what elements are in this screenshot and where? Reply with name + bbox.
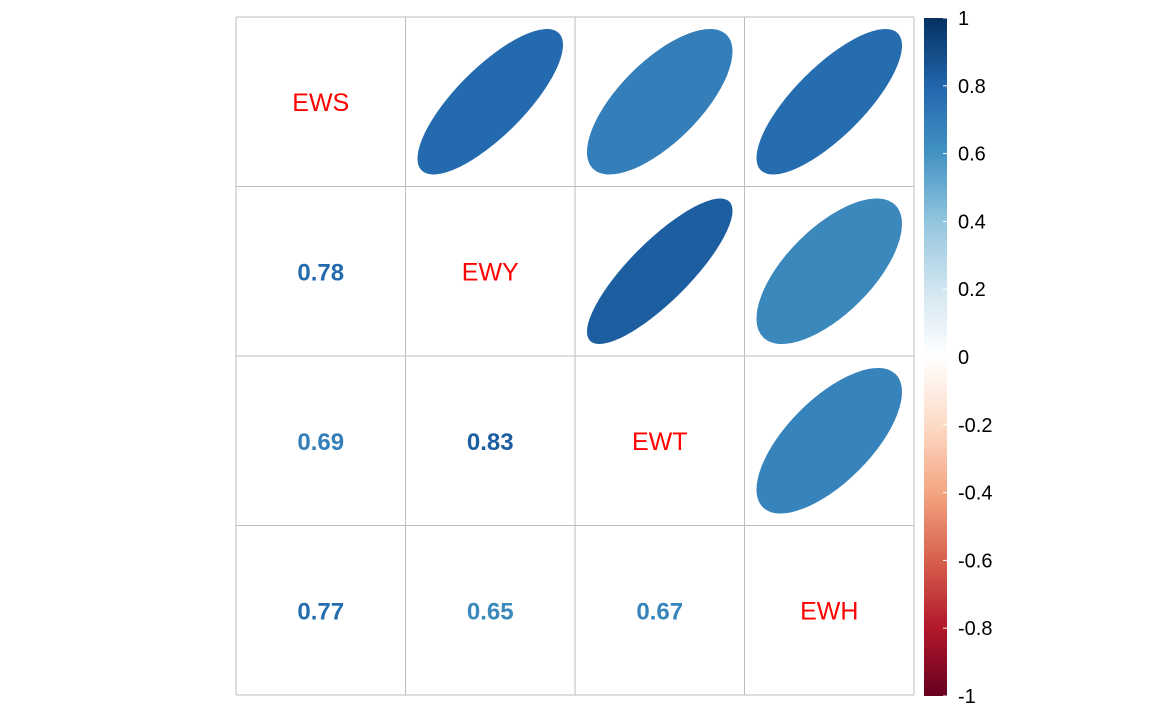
variable-label-ewt: EWT: [632, 428, 688, 456]
color-legend-tick-label: 0.4: [958, 211, 986, 233]
coefficient-label: 0.77: [297, 598, 344, 625]
coefficient-label: 0.65: [467, 598, 514, 625]
correlation-ellipse: [756, 198, 903, 345]
color-legend-tick-label: 1: [958, 8, 969, 30]
matrix-grid: [235, 16, 915, 696]
color-legend-tick-label: -0.4: [958, 483, 992, 505]
correlation-ellipse: [417, 29, 563, 175]
color-legend-tick-label: -1: [958, 686, 976, 708]
coefficient-label: 0.78: [297, 259, 344, 286]
color-legend-ticks: 1 0.8 0.6 0.4 0.2 0 -0.2 -0.4 -0.6 -0.8 -1: [943, 8, 992, 708]
color-legend-tick-label: -0.2: [958, 415, 992, 437]
correlation-ellipse: [756, 28, 903, 175]
color-legend-tick-label: 0: [958, 347, 969, 369]
color-legend-tick-label: 0.8: [958, 76, 986, 98]
coefficient-label: 0.67: [636, 598, 683, 625]
color-legend-tick-label: 0.6: [958, 144, 986, 166]
variable-label-ewh: EWH: [800, 597, 858, 625]
color-legend: 1 0.8 0.6 0.4 0.2 0 -0.2 -0.4 -0.6 -0.8 -1: [924, 8, 992, 708]
correlation-ellipse: [586, 28, 733, 175]
variable-label-ewy: EWY: [462, 258, 519, 286]
color-legend-tick-label: 0.2: [958, 279, 986, 301]
coefficient-label: 0.69: [297, 429, 344, 456]
correlation-ellipse: [756, 368, 902, 514]
matrix-cells: EWS 0.78 EWY 0.69 0.83 EWT 0.77 0.65 0.67 EWH: [292, 28, 903, 625]
color-legend-tick-label: -0.6: [958, 550, 992, 572]
variable-label-ews: EWS: [292, 89, 349, 117]
color-legend-bar: [924, 18, 947, 696]
correlation-ellipse: [587, 198, 733, 344]
coefficient-label: 0.83: [467, 429, 514, 456]
color-legend-tick-label: -0.8: [958, 618, 992, 640]
